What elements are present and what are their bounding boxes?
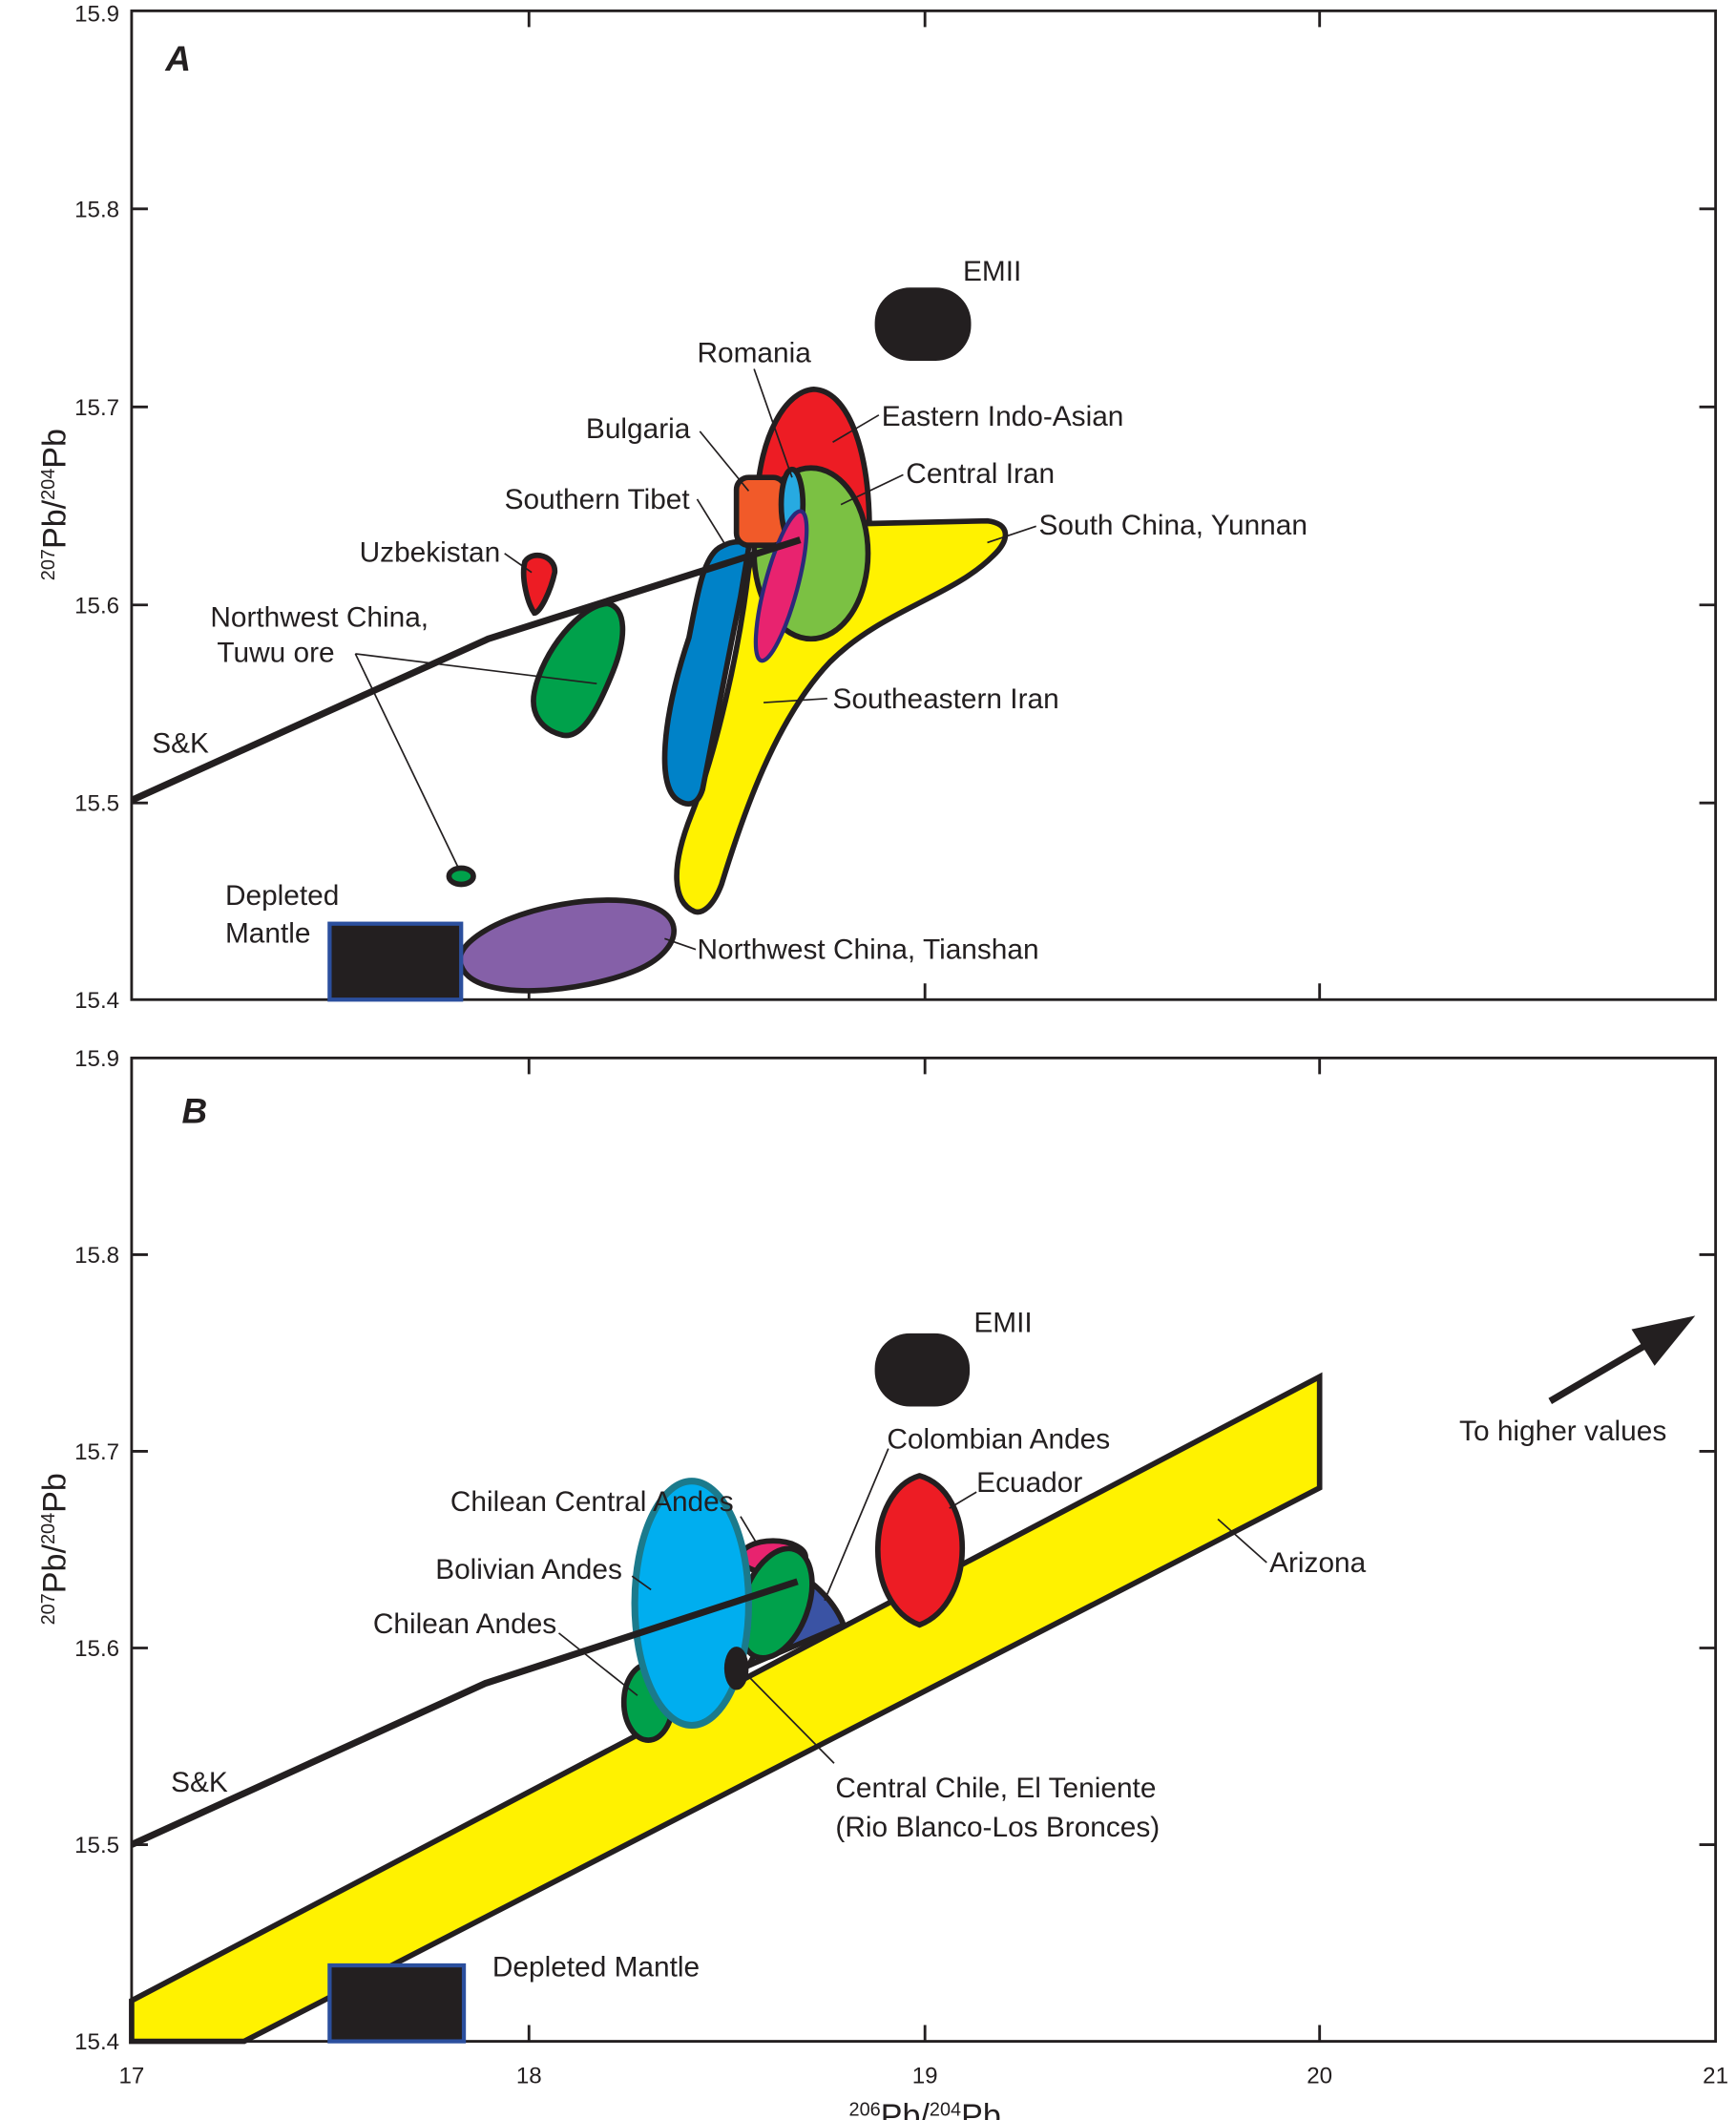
panel-b: B 15.9 15.8 15.7 15.6 15.5 15.4 17 18 19… (36, 1046, 1728, 2120)
label-ecuador: Ecuador (976, 1467, 1082, 1499)
label-colombian-andes: Colombian Andes (887, 1424, 1110, 1456)
x-tick: 19 (912, 2064, 938, 2089)
field-red-ecuador (874, 1473, 966, 1628)
leaders-a (354, 368, 1036, 951)
panel-letter-a: A (164, 39, 191, 78)
sk-curve-b (130, 1578, 799, 1848)
field-black-el-teniente (723, 1647, 749, 1690)
label-bulgaria: Bulgaria (586, 413, 691, 445)
y-tick-b: 15.6 (74, 1636, 119, 1662)
x-tick: 20 (1307, 2064, 1332, 2089)
y-tick-a: 15.8 (74, 197, 119, 222)
label-southern-tibet: Southern Tibet (505, 484, 691, 515)
label-sk-a: S&K (152, 728, 209, 760)
field-emii-a (874, 287, 972, 361)
label-arizona: Arizona (1269, 1547, 1367, 1579)
plot-frame-a (130, 9, 1718, 1001)
label-bolivian-andes: Bolivian Andes (435, 1554, 622, 1585)
field-purple-tianshan (457, 897, 677, 994)
y-tick-b: 15.9 (74, 1046, 119, 1072)
label-tuwu-ore: Tuwu ore (217, 637, 334, 668)
label-central-chile: Central Chile, El Teniente (835, 1773, 1156, 1804)
label-southeastern-iran: Southeastern Iran (833, 683, 1059, 715)
y-tick-a: 15.9 (74, 2, 119, 28)
label-depleted-a: Depleted (225, 880, 339, 912)
y-tick-a: 15.5 (74, 791, 119, 817)
y-tick-a: 15.6 (74, 593, 119, 619)
label-emii-b: EMII (973, 1307, 1032, 1338)
label-to-higher-values: To higher values (1459, 1416, 1666, 1447)
panel-a: A 15.9 15.8 15.7 15.6 15.5 15.4 207Pb/20… (36, 2, 1718, 1014)
y-axis-label-a: 207Pb/204Pb (36, 429, 73, 580)
panel-letter-b: B (181, 1092, 207, 1131)
field-yellow-arizona (129, 1372, 1323, 2045)
x-axis-label: 206Pb/204Pb (849, 2098, 1001, 2120)
field-red-uzbekistan (520, 552, 558, 617)
sk-curve-a (130, 536, 802, 804)
field-depleted-mantle-b (327, 1963, 467, 2044)
label-chilean-andes: Chilean Andes (373, 1608, 556, 1640)
label-uzbekistan: Uzbekistan (360, 536, 501, 568)
y-tick-b: 15.8 (74, 1243, 119, 1269)
label-chilean-central-andes: Chilean Central Andes (450, 1486, 734, 1518)
higher-values-arrow (1548, 1315, 1696, 1404)
x-tick: 17 (118, 2064, 144, 2089)
y-tick-b: 15.7 (74, 1439, 119, 1465)
label-sk-b: S&K (171, 1767, 228, 1798)
label-eastern-indo-asian: Eastern Indo-Asian (882, 401, 1124, 432)
field-depleted-mantle-a (327, 921, 464, 1002)
leaders-b (557, 1448, 1267, 1764)
y-tick-b: 15.4 (74, 2029, 119, 2055)
field-cyan-bolivian (631, 1478, 753, 1730)
ticks-a (131, 10, 1716, 1000)
x-tick: 18 (516, 2064, 542, 2089)
y-axis-label-b: 207Pb/204Pb (36, 1473, 73, 1625)
x-tick: 21 (1703, 2064, 1728, 2089)
label-central-iran: Central Iran (906, 458, 1055, 490)
field-green-northwest-china (531, 600, 626, 739)
field-orange-bulgaria (733, 474, 788, 549)
field-green-tuwu-small (446, 865, 476, 888)
field-pink (753, 509, 809, 663)
label-northwest-china: Northwest China, (210, 601, 429, 633)
label-south-china-yunnan: South China, Yunnan (1039, 510, 1307, 541)
y-tick-a: 15.4 (74, 988, 119, 1014)
label-romania: Romania (697, 337, 811, 368)
field-blue-southern-tibet (661, 538, 752, 807)
y-tick-a: 15.7 (74, 395, 119, 421)
label-rio-blanco: (Rio Blanco-Los Bronces) (835, 1812, 1160, 1843)
label-depleted-mantle-b: Depleted Mantle (492, 1951, 700, 1983)
field-emii-b (874, 1333, 971, 1407)
y-tick-b: 15.5 (74, 1833, 119, 1858)
label-mantle-a: Mantle (225, 918, 311, 950)
label-emii-a: EMII (963, 256, 1021, 287)
label-tianshan: Northwest China, Tianshan (697, 934, 1038, 966)
